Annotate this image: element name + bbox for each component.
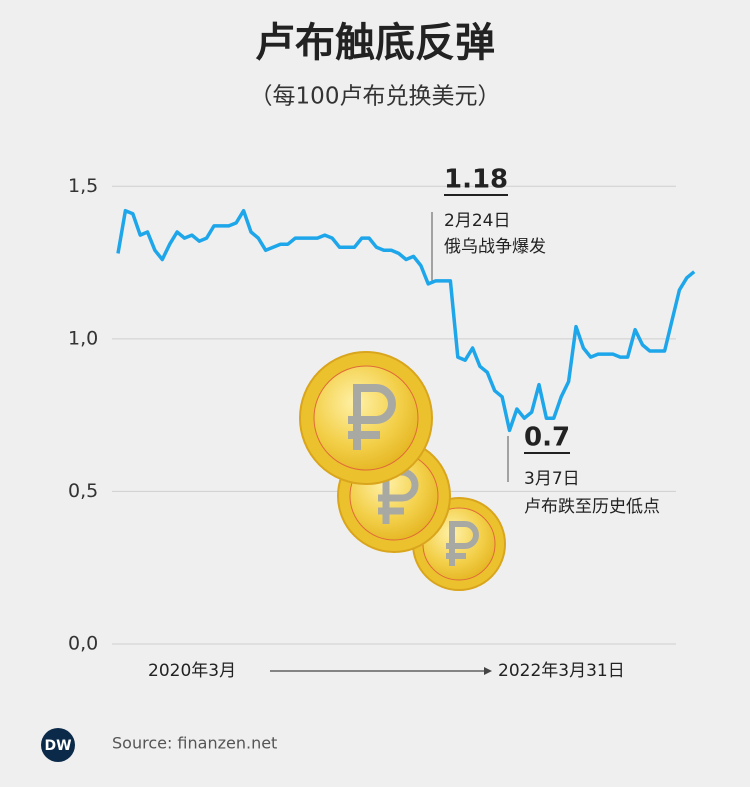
x-tick-label: 2020年3月 [148, 661, 236, 681]
annotation-value: 0.7 [524, 423, 570, 453]
logo: DW [44, 738, 71, 754]
chart-subtitle: （每100卢布兑换美元） [250, 84, 501, 110]
y-tick-label: 1,0 [68, 327, 98, 349]
annotation-note: 卢布跌至历史低点 [524, 497, 660, 517]
annotation-date: 3月7日 [524, 469, 580, 489]
coin [412, 497, 506, 591]
coins [299, 351, 506, 591]
y-tick-label: 1,5 [68, 175, 98, 197]
annotation-value: 1.18 [444, 165, 508, 195]
axis-arrow-head [484, 667, 492, 675]
coin [299, 351, 433, 485]
y-tick-label: 0,5 [68, 480, 98, 502]
logo-badge [41, 728, 75, 762]
chart-title: 卢布触底反弹 [255, 20, 495, 66]
data-line [116, 208, 696, 433]
x-tick-label: 2022年3月31日 [498, 661, 625, 681]
source: Source: finanzen.net [112, 734, 277, 753]
y-tick-label: 0,0 [68, 633, 98, 655]
annotation-date: 2月24日 [444, 211, 510, 231]
annotation-note: 俄乌战争爆发 [444, 237, 546, 257]
